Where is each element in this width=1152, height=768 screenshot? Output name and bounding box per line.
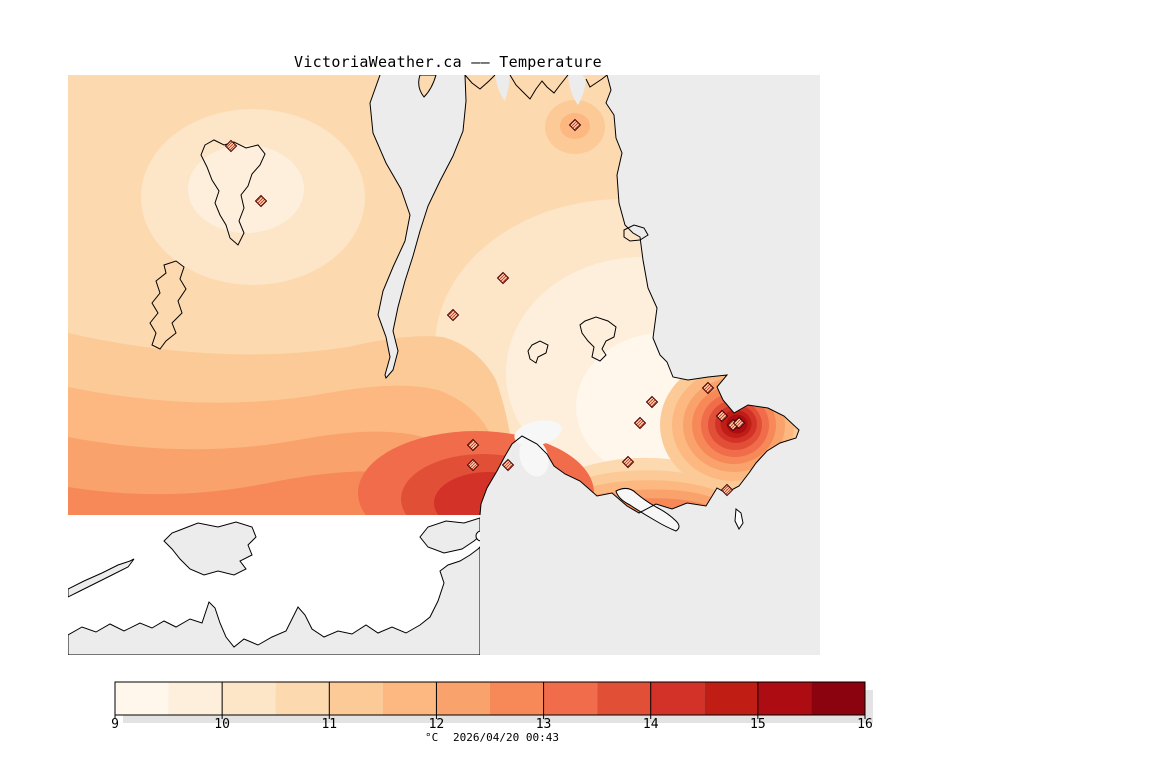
colorbar-tick-label: 12	[429, 717, 445, 732]
saanich-inlet-water	[370, 75, 466, 378]
colorbar-cell	[811, 682, 866, 715]
station-marker	[701, 381, 715, 395]
colorbar-tick-label: 13	[536, 717, 552, 732]
colorbar-cell	[382, 682, 437, 715]
colorbar-cell	[597, 682, 651, 715]
royal-roads-water	[519, 437, 549, 477]
colorbar-cell	[168, 682, 223, 715]
east-strait-water	[480, 75, 820, 655]
station-marker	[568, 118, 582, 132]
colorbar: 9 10 11 12 13 14 15 16 °C 2026/04/20 00:…	[107, 674, 897, 754]
harbour-water	[616, 488, 679, 531]
colorbar-cell	[650, 682, 705, 715]
colorbar-cell	[757, 682, 812, 715]
station-marker	[633, 416, 647, 430]
colorbar-ticks	[114, 682, 866, 719]
coast-north-shore	[464, 75, 608, 100]
coast-harbour-shore	[615, 487, 680, 532]
coast-notch-1	[495, 75, 510, 101]
colorbar-tick-label: 11	[321, 717, 337, 732]
outside-grid-region	[68, 515, 480, 655]
colorbar-tick-label: 9	[111, 717, 119, 732]
coast-notch-2	[568, 75, 586, 105]
colorbar-frame	[114, 681, 866, 716]
coast-island-2	[149, 260, 187, 350]
olympic-peninsula-coast	[68, 546, 480, 655]
station-marker	[224, 139, 238, 153]
station-marker	[732, 416, 746, 430]
colorbar-tick-label: 14	[643, 717, 659, 732]
temperature-map	[68, 75, 820, 655]
station-marker	[466, 458, 480, 472]
colorbar-tick-label: 10	[214, 717, 230, 732]
station-marker	[715, 409, 729, 423]
colorbar-cell	[704, 682, 758, 715]
coastlines	[149, 75, 800, 532]
colorbar-cell	[329, 682, 383, 715]
station-marker	[466, 438, 480, 452]
colorbar-cell	[115, 682, 169, 715]
east-sooke-point	[419, 517, 480, 554]
map-panel	[68, 75, 820, 655]
ediz-hook-spit	[68, 558, 135, 598]
station-markers	[224, 118, 746, 497]
colorbar-inner-lines	[221, 682, 759, 715]
colorbar-cell	[275, 682, 330, 715]
coast-peninsula	[479, 75, 800, 516]
coast-salt-spring	[200, 139, 266, 246]
colorbar-cell	[490, 682, 544, 715]
colorbar-cells	[115, 682, 866, 715]
colorbar-cell	[436, 682, 491, 715]
colorbar-svg: 9 10 11 12 13 14 15 16 °C 2026/04/20 00:…	[111, 681, 873, 744]
colorbar-tick-label: 16	[857, 717, 873, 732]
colorbar-tick-label: 15	[750, 717, 766, 732]
colorbar-labels: 9 10 11 12 13 14 15 16	[111, 717, 873, 732]
colorbar-cell	[222, 682, 276, 715]
small-island-outline	[475, 530, 480, 542]
channel-island	[418, 75, 437, 98]
station-marker	[446, 308, 460, 322]
coast-cordova-island	[623, 224, 649, 242]
colorbar-timestamp: 2026/04/20 00:43	[453, 731, 559, 744]
station-marker	[720, 483, 734, 497]
coast-saanich-inlet	[369, 75, 467, 379]
page-title: VictoriaWeather.ca —— Temperature	[294, 53, 602, 71]
coast-elk-lake	[579, 316, 617, 362]
protection-island	[163, 521, 257, 576]
station-marker	[645, 395, 659, 409]
water-masks	[370, 75, 820, 655]
coast-small-lake	[527, 340, 549, 364]
trial-island	[734, 508, 744, 530]
station-marker	[621, 455, 635, 469]
station-marker	[501, 458, 515, 472]
sooke-basin-water	[514, 420, 562, 446]
colorbar-cell	[543, 682, 598, 715]
station-marker	[254, 194, 268, 208]
station-marker	[496, 271, 510, 285]
colorbar-tick-nubs	[114, 715, 866, 719]
colorbar-unit: °C	[425, 731, 438, 744]
